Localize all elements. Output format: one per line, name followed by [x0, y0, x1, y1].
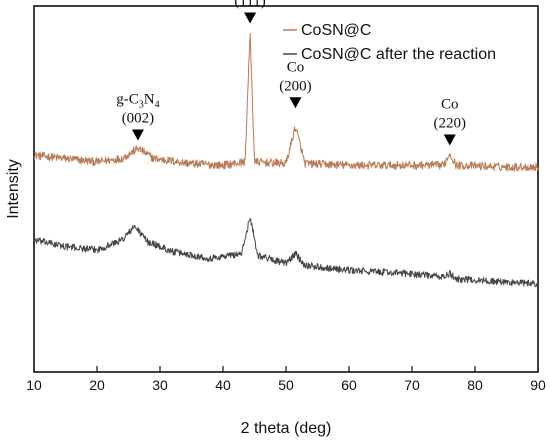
x-tick-label: 40 [215, 377, 231, 393]
y-axis-label: Intensity [5, 159, 22, 219]
x-tick-label: 20 [89, 377, 105, 393]
peak-label-index: (220) [434, 116, 467, 132]
peak-label-index: (200) [279, 78, 312, 94]
annotation-layer: g-C3N4(002)Co(111)Co(200)Co(220) [116, 0, 466, 146]
series-layer [33, 33, 539, 288]
peak-label-part: N [144, 91, 155, 107]
peak-label-index: (111) [234, 0, 265, 10]
x-tick-label: 70 [404, 377, 420, 393]
x-tick-label: 10 [26, 377, 42, 393]
x-tick-label: 30 [152, 377, 168, 393]
x-tick-label: 80 [467, 377, 483, 393]
x-tick-label: 90 [530, 377, 546, 393]
peak-label-subscript: 3 [139, 99, 144, 110]
peak-label-subscript: 4 [155, 99, 160, 110]
peak-label-part: g-C [116, 91, 139, 107]
x-axis-label: 2 theta (deg) [241, 420, 332, 437]
peak-label-main: g-C3N4 [116, 91, 159, 110]
peak-marker-icon [244, 12, 257, 24]
legend-label: CoSN@C [301, 22, 371, 39]
peak-marker-icon [443, 134, 456, 146]
peak-marker-icon [131, 129, 144, 141]
peak-marker-icon [289, 97, 302, 109]
legend-layer: CoSN@C CoSN@C after the reaction [283, 22, 496, 63]
axes-group: 10 20 30 40 50 60 70 80 90 2 theta (deg) Intensity [5, 5, 546, 437]
series-line-cosn-c [33, 33, 539, 172]
x-tick-label: 50 [278, 377, 294, 393]
series-line-cosn-c-after-reaction [33, 218, 539, 288]
peak-label-index: (002) [122, 110, 155, 126]
peak-label-main: Co [441, 97, 459, 113]
legend-label: CoSN@C after the reaction [301, 46, 496, 63]
x-tick-label: 60 [341, 377, 357, 393]
peak-label-main: Co [287, 59, 305, 75]
